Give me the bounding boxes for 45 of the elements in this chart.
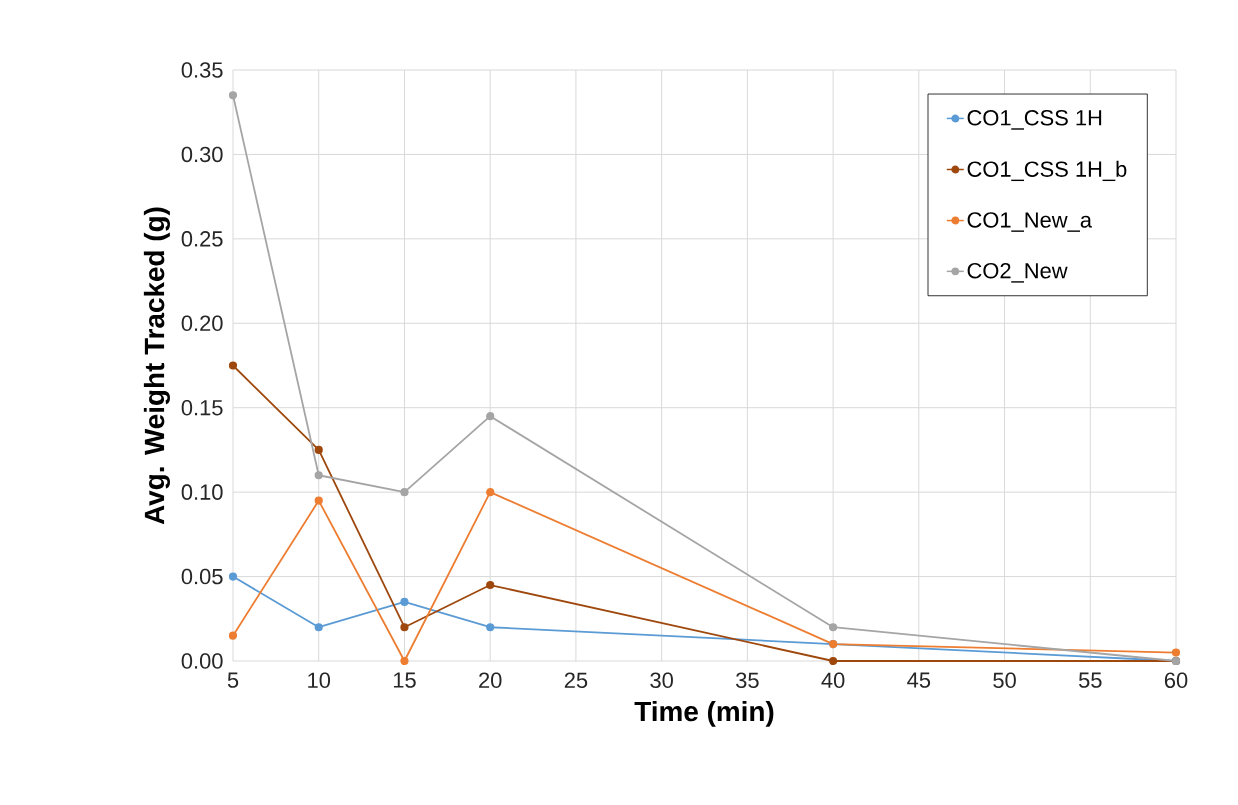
- point: [400, 623, 409, 632]
- point: [828, 623, 838, 632]
- legend-label: CO1_CSS 1H: [967, 110, 1102, 130]
- y-tick-label: 0.05: [181, 568, 223, 585]
- x-tick-label: 60: [1164, 672, 1188, 689]
- y-axis-title: Avg. Weight Tracked (g): [143, 207, 170, 525]
- x-tick-label: 40: [821, 672, 845, 689]
- x-tick-label: 5: [227, 672, 239, 688]
- legend-label: CO1_New_a: [967, 212, 1092, 232]
- y-tick-label: 0.30: [181, 146, 223, 163]
- point: [486, 623, 495, 632]
- y-tick-label: 0.15: [181, 399, 223, 416]
- point: [486, 412, 495, 421]
- point: [228, 91, 238, 100]
- point: [486, 580, 495, 590]
- point: [228, 572, 238, 581]
- x-tick-label: 10: [308, 672, 331, 689]
- point: [228, 631, 238, 640]
- x-tick-label: 15: [393, 672, 416, 688]
- point: [228, 361, 238, 370]
- x-tick-label: 20: [479, 672, 502, 689]
- x-tick-label: 45: [907, 672, 931, 688]
- y-tick-label: 0.25: [181, 231, 223, 247]
- y-tick-label: 0.35: [181, 62, 223, 78]
- y-tick-label: 0.20: [181, 315, 223, 332]
- point: [314, 496, 323, 505]
- point: [486, 488, 495, 497]
- x-tick-label: 50: [993, 672, 1016, 689]
- x-tick-label: 30: [650, 672, 673, 689]
- x-tick-label: 35: [736, 672, 759, 689]
- y-tick-label: 0.10: [181, 484, 223, 500]
- legend-label: CO2_New: [967, 262, 1068, 283]
- point: [1171, 648, 1181, 657]
- x-axis-title: Time (min): [634, 700, 774, 727]
- point: [314, 471, 323, 480]
- point: [314, 445, 323, 455]
- point: [400, 656, 409, 666]
- x-tick-label: 25: [564, 672, 588, 689]
- point: [314, 623, 323, 632]
- point: [828, 656, 838, 666]
- y-tick-label: 0.00: [181, 653, 223, 669]
- legend-label: CO1_CSS 1H_b: [967, 160, 1127, 182]
- x-tick-label: 55: [1078, 672, 1102, 688]
- point: [400, 488, 409, 497]
- point: [400, 597, 409, 606]
